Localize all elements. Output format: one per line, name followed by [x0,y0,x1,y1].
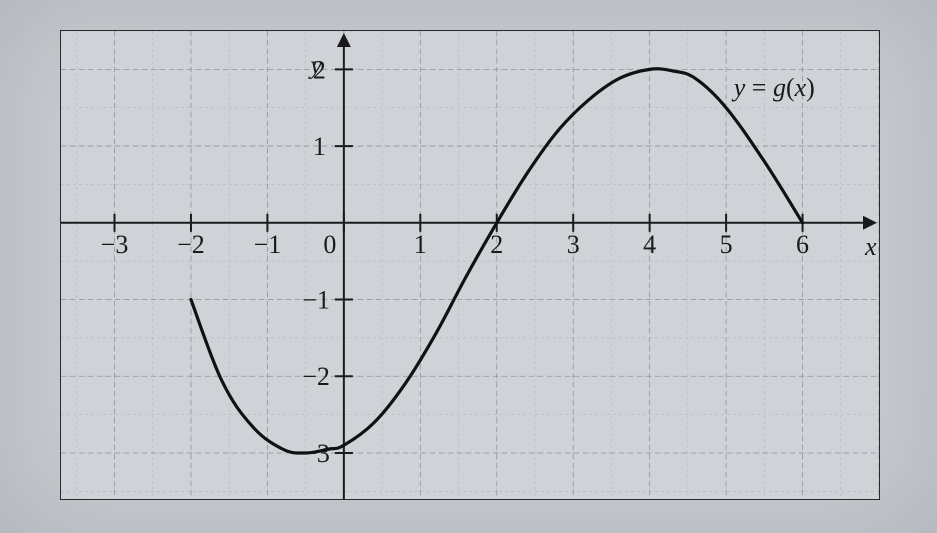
x-axis-label: x [864,232,877,261]
y-tick-label: −1 [302,286,330,315]
y-tick-label: 1 [313,132,326,161]
x-tick-label: 5 [720,230,733,259]
y-tick-label: −2 [302,362,330,391]
x-tick-label: 2 [490,230,503,259]
x-tick-label: 6 [796,230,809,259]
x-tick-label: 3 [567,230,580,259]
x-tick-label: −2 [177,230,205,259]
origin-label: 0 [323,230,336,259]
x-tick-label: −3 [101,230,129,259]
plot-area: −3−2−1012345612−1−2−3yxy = g(x) [60,30,880,500]
chart-svg: −3−2−1012345612−1−2−3yxy = g(x) [61,31,879,499]
paper-background: −3−2−1012345612−1−2−3yxy = g(x) [0,0,937,533]
x-tick-label: 4 [643,230,656,259]
x-tick-label: −1 [254,230,282,259]
x-tick-label: 1 [414,230,427,259]
y-axis-label: y [307,50,322,79]
function-label: y = g(x) [731,73,815,102]
